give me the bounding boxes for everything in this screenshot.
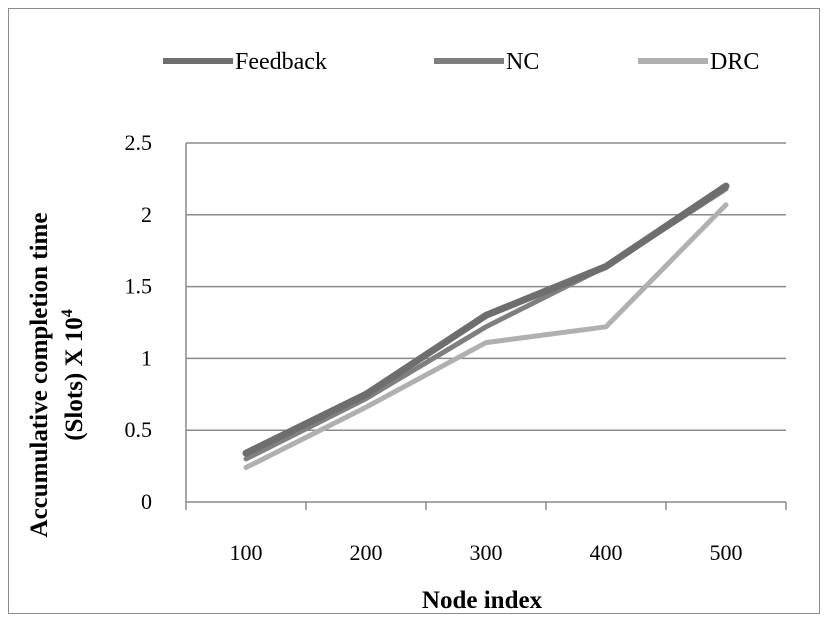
gridlines: [186, 142, 786, 431]
legend: Feedback NC DRC: [163, 49, 759, 75]
y-axis-title-units: (Slots) X 10: [61, 317, 88, 441]
legend-label-nc: NC: [506, 49, 539, 75]
series-line-drc: [243, 202, 729, 471]
series-lines: [242, 182, 730, 471]
y-tick-label: 1: [141, 345, 152, 370]
y-tick-label: 2: [141, 202, 152, 227]
legend-label-feedback: Feedback: [235, 49, 327, 75]
y-axis-title: Accumulative completion time: [26, 213, 53, 538]
y-axis-title-line2: (Slots) X 104: [59, 309, 88, 441]
x-tick-labels: 100 200 300 400 500: [230, 540, 743, 565]
axes: [185, 143, 787, 510]
x-tick-label: 200: [350, 540, 383, 565]
y-tick-label: 2.5: [125, 130, 153, 155]
y-tick-label: 0.5: [125, 417, 153, 442]
series-line-feedback: [242, 182, 730, 457]
chart-frame: [8, 8, 820, 614]
legend-label-drc: DRC: [710, 49, 759, 75]
y-tick-labels: 0 0.5 1 1.5 2 2.5: [125, 130, 153, 514]
x-tick-label: 300: [470, 540, 503, 565]
y-tick-label: 0: [141, 489, 152, 514]
x-tick-label: 500: [710, 540, 743, 565]
x-axis-title: Node index: [422, 587, 543, 614]
x-tick-label: 400: [590, 540, 623, 565]
y-tick-label: 1.5: [125, 274, 153, 299]
x-tick-label: 100: [230, 540, 263, 565]
y-axis-title-exponent: 4: [59, 309, 76, 317]
